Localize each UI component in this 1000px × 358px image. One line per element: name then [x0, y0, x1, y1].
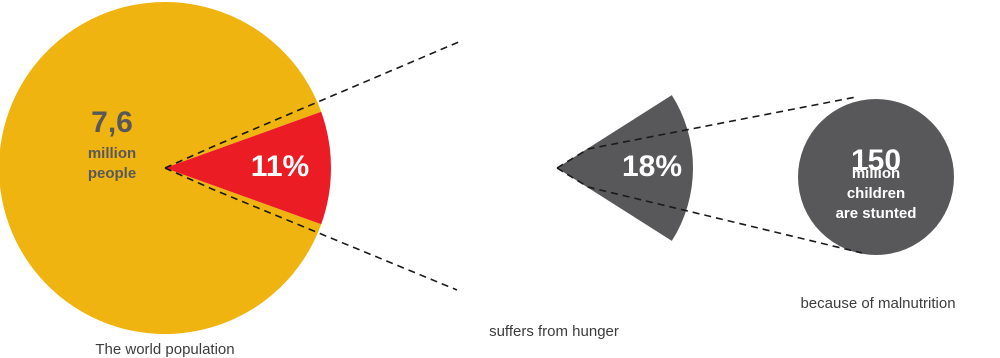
caption-suffers-from-hunger: suffers from hunger [489, 323, 619, 340]
world-population-unit-line-2: people [88, 165, 136, 182]
stunted-children-line-1: million [852, 165, 900, 182]
connector-world-to-hungry-top [164, 40, 462, 169]
hungry-people-line-1: million [481, 165, 529, 182]
stunted-children-circle: 150 million children are stunted [798, 99, 954, 255]
world-population-pie-body [0, 2, 322, 334]
hungry-people-value: 821 [480, 124, 530, 157]
hungry-people-pie: 821 million people are hungry globally 1… [420, 31, 693, 304]
hungry-people-line-3: hungry [480, 205, 531, 222]
connector-lines [164, 40, 863, 291]
world-population-pie: 7,6 million people 11% [0, 2, 332, 334]
world-hunger-slice [165, 111, 332, 225]
hungry-stunted-percent-label: 18% [622, 150, 682, 183]
stunted-children-line-2: children [847, 185, 905, 202]
stunted-children-value: 150 [851, 144, 901, 177]
stunted-children-circle-body [798, 99, 954, 255]
world-hunger-percent-label: 11% [251, 150, 309, 183]
world-population-value: 7,6 [91, 106, 133, 139]
caption-because-of-malnutrition: because of malnutrition [800, 295, 955, 312]
caption-world-population: The world population [95, 341, 234, 358]
hungry-people-line-4: globally [477, 225, 534, 242]
connector-world-to-hungry-bottom [164, 167, 458, 291]
world-population-unit-line-1: million [88, 145, 136, 162]
hungry-people-line-2: people are [467, 185, 542, 202]
hungry-people-pie-body [420, 31, 672, 304]
connector-hungry-to-stunted-bottom [556, 167, 863, 254]
stunted-children-line-3: are stunted [836, 205, 917, 222]
connector-hungry-to-stunted-top [556, 96, 857, 169]
